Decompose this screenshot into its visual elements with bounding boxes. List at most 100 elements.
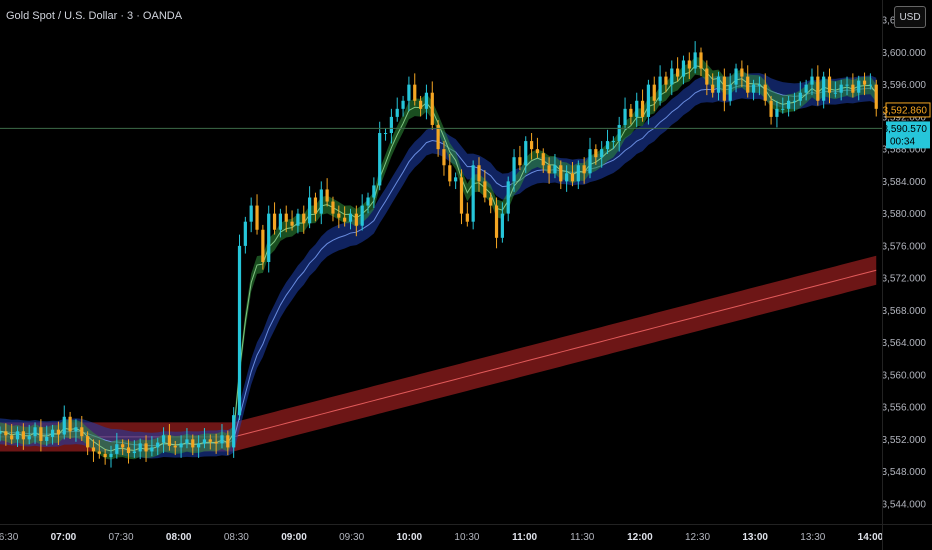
x-tick-label: 10:30 [454,532,479,543]
x-tick-label: 07:30 [109,532,134,543]
candle-body [594,149,598,158]
candle-body [570,173,575,182]
candle-body [810,76,814,85]
x-tick-label: 06:30 [0,532,19,543]
candle-body [494,205,499,238]
time-axis[interactable]: 06:30 07:00 07:30 08:00 08:30 09:00 09:30 10:00… [0,532,884,543]
x-tick-label: 11:30 [570,532,595,543]
bar-countdown-label: 00:34 [890,136,915,147]
candle-body [827,76,832,93]
y-tick-label: 3,568.000 [882,306,927,317]
candle-body [676,68,680,77]
candle-body [360,205,364,226]
candle-body [430,92,434,125]
fast-band-fill [0,56,877,460]
candle-body [278,213,283,230]
x-tick-label: 08:30 [224,532,249,543]
candle-body [91,447,96,452]
candle-body [348,213,353,222]
x-tick-label: 13:30 [800,532,825,543]
candle-body [746,76,750,93]
candle-body [693,52,697,69]
x-tick-label: 12:00 [627,532,653,543]
candle-body [10,435,14,440]
candle-body [734,68,738,85]
candle-body [284,213,288,222]
y-tick-label: 3,548.000 [882,467,927,478]
candle-body [4,431,8,436]
candle-body [319,189,323,214]
candle-body [167,435,172,446]
candle-body [489,197,493,206]
candle-body [313,197,318,214]
candle-body [267,213,271,262]
candle-body [553,165,557,174]
candle-body [389,116,393,134]
x-tick-label: 07:00 [51,532,77,543]
y-tick-label: 3,580.000 [882,209,927,220]
candle-body [144,443,148,452]
candle-body [506,181,510,214]
candle-body [74,427,78,432]
current-price-label-box [886,121,930,149]
x-tick-label: 11:00 [512,532,537,543]
candle-body [874,84,878,109]
candle-body [173,445,177,448]
candle-body [623,108,627,125]
candle-body [45,436,49,441]
candle-body [629,108,633,117]
candle-body [325,189,329,202]
candle-body [839,84,843,93]
candle-body [331,201,335,214]
time-axis-divider [0,524,932,525]
candle-body [197,443,201,448]
candle-body [833,92,837,94]
candle-body [652,84,656,101]
candle-body [640,100,645,117]
candle-body [500,213,504,238]
candle-body [378,133,382,186]
chart-title: Gold Spot / U.S. Dollar · 3 · OANDA [6,10,183,22]
candle-body [699,52,703,69]
candle-body [343,217,347,222]
candle-body [179,443,183,448]
candle-body [185,439,189,444]
y-tick-label: 3,572.000 [882,274,927,285]
candle-body [220,435,224,444]
currency-selector[interactable]: USD [894,6,926,28]
candle-body [243,221,247,246]
candle-body [150,447,154,452]
candle-body [62,416,66,435]
candle-body [413,84,417,101]
candle-body [86,436,90,448]
x-tick-label: 13:00 [742,532,768,543]
y-tick-label: 3,552.000 [882,435,927,446]
candle-body [681,60,686,77]
candle-body [290,221,294,226]
candle-body [816,76,820,101]
candle-body [109,453,113,458]
candle-body [237,245,242,416]
candle-body [232,415,236,448]
candle-body [769,100,773,117]
candle-body [459,177,464,214]
candle-body [156,442,160,448]
y-tick-label: 3,544.000 [882,499,927,510]
x-tick-label: 12:30 [685,532,710,543]
candle-body [97,451,101,454]
y-tick-label: 3,564.000 [882,338,927,349]
y-tick-label: 3,560.000 [882,370,927,381]
candle-body [15,431,20,440]
candle-body [208,439,212,442]
x-tick-label: 09:00 [281,532,307,543]
candle-body [296,213,300,226]
candle-body [383,133,388,135]
candle-body [862,80,867,85]
candle-body [535,149,540,154]
candle-body [33,427,37,437]
candle-body [471,165,475,222]
candle-body [588,149,592,174]
price-axis[interactable]: 3,604.0003,600.0003,596.0003,592.0003,58… [882,16,927,511]
